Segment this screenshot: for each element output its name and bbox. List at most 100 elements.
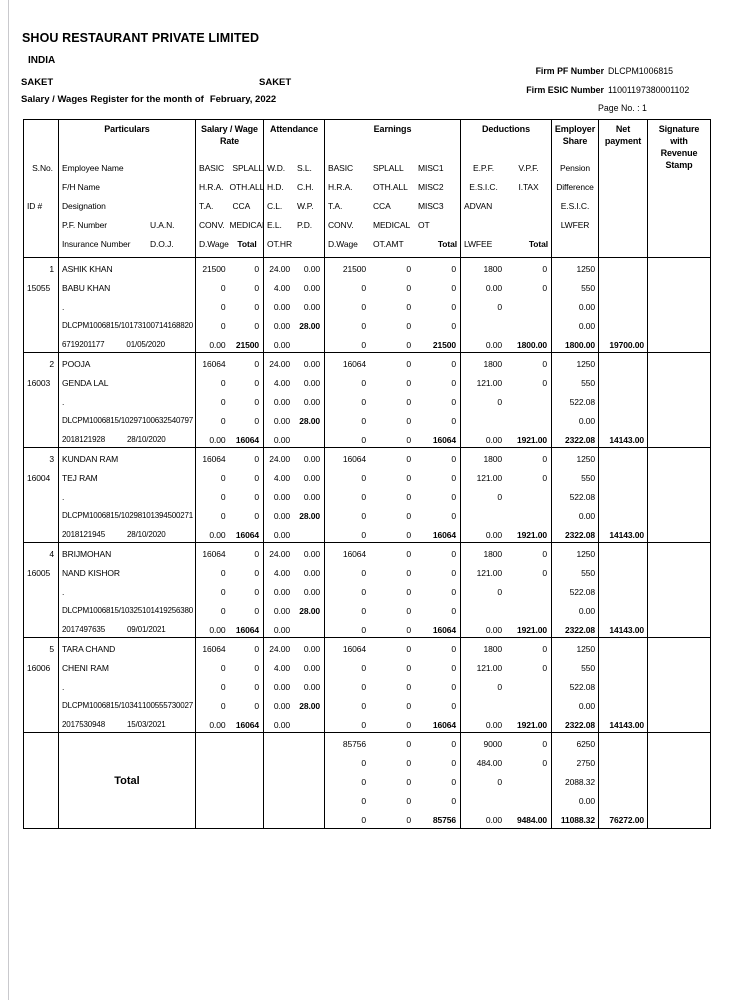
earnings-value: 0 <box>406 568 411 579</box>
earnings-value: 16064 <box>432 434 456 445</box>
table-line <box>461 601 551 620</box>
attendance-value: 0.00 <box>273 681 290 692</box>
table-line: 121.00 0 <box>461 564 551 583</box>
cell-particulars: POOJA GENDA LAL. DLCPM1006815/10297 1006325… <box>59 353 196 447</box>
earnings-value: 0 <box>451 605 456 616</box>
table-line: 16005 <box>24 564 58 583</box>
attendance-value: 0.00 <box>273 529 290 540</box>
table-line: 0.00 <box>552 506 598 525</box>
table-line: P.F. Number U.A.N. <box>59 215 195 234</box>
earnings-value: 16064 <box>432 529 456 540</box>
table-line: 0 0 0 <box>325 678 460 697</box>
table-line: 0 <box>461 773 551 792</box>
employer-share-header-label: Difference <box>556 182 594 193</box>
table-line <box>461 215 551 234</box>
table-line: 85756 0 0 <box>325 735 460 754</box>
cell-total-label: Total <box>59 733 196 828</box>
attendance-header-label: C.H. <box>297 182 314 193</box>
table-line: 0.00 1921.00 <box>461 430 551 447</box>
table-line: 0.00 0.00 <box>264 678 324 697</box>
table-line: E.S.I.C. I.TAX <box>461 178 551 197</box>
table-line: 0 0 0 <box>325 564 460 583</box>
deductions-total-value: 484.00 <box>476 758 503 769</box>
table-line: Insurance Number D.O.J. <box>59 234 195 253</box>
deductions-header-label: E.S.I.C. <box>469 182 498 193</box>
rate-title: Salary / Wage Rate <box>201 124 258 146</box>
attendance-value: 0.00 <box>273 339 290 350</box>
rate-value: 0 <box>254 301 259 312</box>
table-line <box>461 506 551 525</box>
earnings-value: 0 <box>406 549 411 560</box>
deductions-value: 0 <box>542 378 547 389</box>
deductions-value: 1921.00 <box>516 434 547 445</box>
earnings-total-value: 0 <box>451 795 456 806</box>
table-line: OT.HR <box>264 234 324 253</box>
earnings-header-label: SPLALL <box>373 163 404 174</box>
table-line: 76272.00 <box>599 810 647 828</box>
earnings-value: 0 <box>451 320 456 331</box>
earnings-header-label: MISC2 <box>418 182 444 193</box>
table-line: 21500 0 0 <box>325 260 460 279</box>
cell-signature <box>648 353 710 447</box>
firm-pf-value: DLCPM1006815 <box>608 66 674 76</box>
table-line: DLCPM1006815/10341 100555730027 <box>59 696 195 715</box>
earnings-header-label: MISC1 <box>418 163 444 174</box>
attendance-value: 24.00 <box>269 264 290 275</box>
rate-value: 0 <box>254 283 259 294</box>
deductions-value: 1800 <box>483 264 502 275</box>
earnings-value: 0 <box>361 624 366 635</box>
earnings-value: 0 <box>451 568 456 579</box>
table-line: 1800.00 <box>552 335 598 352</box>
table-line: 0.00 <box>264 715 324 732</box>
table-line: LWFER <box>552 215 598 234</box>
pf-number: DLCPM1006815/10173 <box>62 321 143 331</box>
table-line: ADVAN <box>461 197 551 216</box>
cell-rate <box>196 733 264 828</box>
table-line <box>552 234 598 253</box>
table-line: 0.00 <box>552 791 598 810</box>
table-line: 14143.00 <box>599 715 647 732</box>
cell-earnings: 21500 0 0 0 0 0 0 0 0 0 0 0 0 0 21500 <box>325 258 461 352</box>
table-line <box>599 279 647 298</box>
deductions-total-value: 0 <box>542 758 547 769</box>
rate-header-label: SPLALL <box>232 163 263 174</box>
cell-earnings: 16064 0 0 0 0 0 0 0 0 0 0 0 0 0 16064 <box>325 448 461 542</box>
deductions-title: Deductions <box>481 124 530 134</box>
cell-attendance: 24.00 0.00 4.00 0.00 0.00 0.00 0.00 28.00 0.00 <box>264 448 325 542</box>
table-line: 0.00 16064 <box>196 525 263 542</box>
table-line: TARA CHAND <box>59 640 195 659</box>
table-line <box>599 260 647 279</box>
doj-date: 15/03/2021 <box>127 720 166 730</box>
table-line: 5 <box>24 640 58 659</box>
employer-share-header-label: E.S.I.C. <box>560 200 590 211</box>
table-line: C.L. W.P. <box>264 197 324 216</box>
table-line: 522.08 <box>552 488 598 507</box>
rate-value: 0 <box>254 378 259 389</box>
table-line: 0.00 9484.00 <box>461 810 551 828</box>
insurance-number: 2018121945 <box>62 530 105 540</box>
attendance-value: 4.00 <box>273 568 290 579</box>
cell-earnings: 16064 0 0 0 0 0 0 0 0 0 0 0 0 0 16064 <box>325 543 461 637</box>
table-line: 0.00 <box>264 620 324 637</box>
employee-id: 15055 <box>27 283 51 294</box>
table-line <box>599 659 647 678</box>
table-line: Employee Name <box>59 159 195 178</box>
table-line: 121.00 0 <box>461 374 551 393</box>
attendance-value: 0.00 <box>303 396 320 407</box>
employer-share-value: 11088.32 <box>560 814 595 825</box>
deductions-value: 0 <box>497 586 502 597</box>
table-line: 0.00 28.00 <box>264 411 324 430</box>
attendance-value: 28.00 <box>299 510 320 521</box>
table-line: 6250 <box>552 735 598 754</box>
attendance-value: 0.00 <box>303 359 320 370</box>
earnings-total-value: 0 <box>361 814 366 825</box>
rate-header-label: D.Wage <box>199 238 229 249</box>
table-line <box>599 355 647 374</box>
earnings-value: 0 <box>406 301 411 312</box>
cell-net-payment: 19700.00 <box>599 258 648 352</box>
particulars-header-label: Designation <box>62 200 106 211</box>
table-line: 2322.08 <box>552 525 598 542</box>
table-line: . <box>59 298 195 317</box>
employer-share-value: 0.00 <box>578 510 595 521</box>
